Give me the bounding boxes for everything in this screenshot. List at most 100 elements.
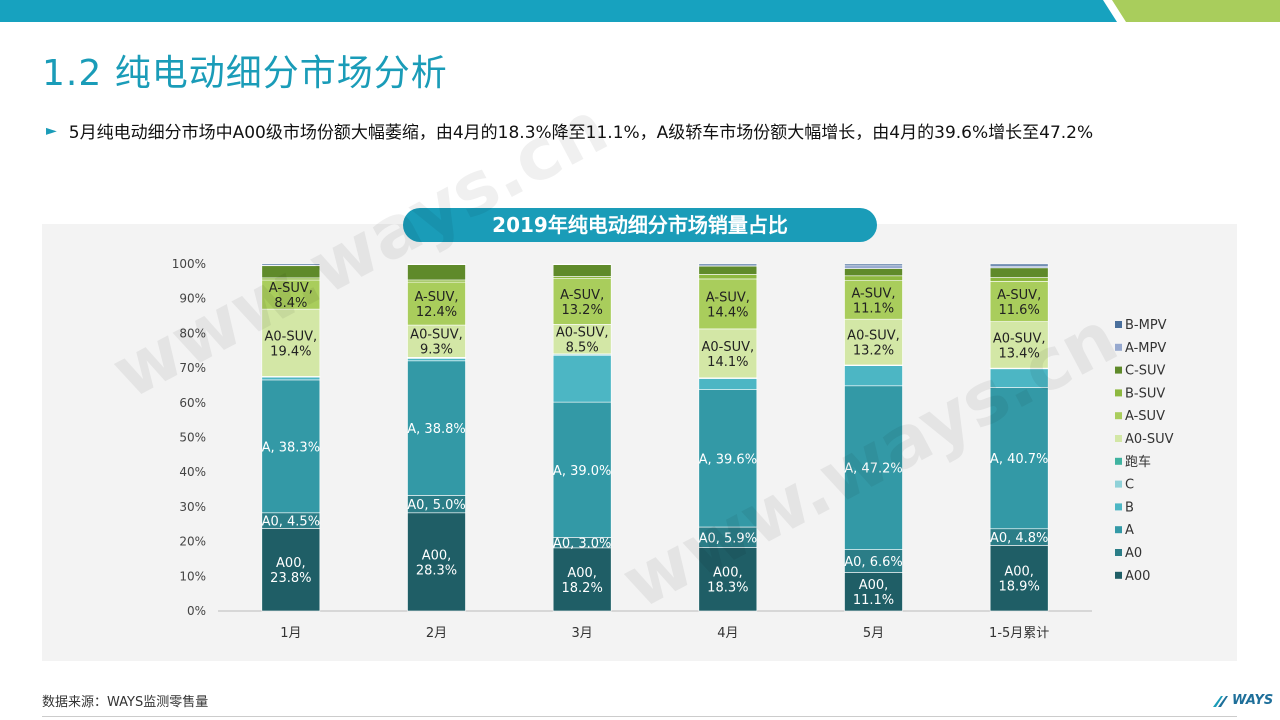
data-label: A-SUV, 12.4%: [414, 290, 458, 320]
bar-segment: [261, 376, 321, 381]
legend-swatch: [1115, 571, 1122, 579]
legend-label: A-SUV: [1125, 409, 1165, 424]
y-tick-label: 50%: [179, 431, 206, 445]
data-label: A00, 18.3%: [707, 566, 748, 596]
bar-segment: [989, 281, 1049, 322]
bar-segment: [261, 528, 321, 612]
page-title: 1.2 纯电动细分市场分析: [42, 53, 448, 94]
data-label: A-SUV, 11.6%: [997, 288, 1041, 318]
data-label: A, 39.0%: [553, 464, 611, 479]
bar-segment: [407, 360, 466, 496]
y-tick-label: 60%: [179, 396, 206, 410]
bar-segment: [844, 280, 903, 320]
data-label: A, 38.8%: [407, 422, 465, 437]
data-label: A-SUV, 8.4%: [269, 281, 313, 311]
bar-segment: [844, 265, 903, 269]
bar-segment: [844, 268, 903, 277]
data-label: A, 39.6%: [699, 452, 757, 467]
legend-label: 跑车: [1125, 454, 1151, 470]
y-tick-label: 40%: [179, 465, 206, 479]
x-tick-label: 3月: [572, 626, 593, 641]
bar-segment: [698, 274, 758, 280]
bar-segment: [261, 263, 321, 266]
legend-label: A: [1125, 523, 1134, 538]
brand-name: WAYS: [1232, 693, 1274, 708]
data-label: A00, 18.9%: [999, 565, 1040, 595]
bar-segment: [261, 265, 321, 279]
legend-swatch: [1115, 412, 1122, 420]
bar-segment: [407, 358, 466, 362]
bar-segment: [698, 278, 758, 330]
legend-swatch: [1115, 435, 1122, 442]
bar-segment: [552, 324, 612, 355]
legend-label: B: [1125, 500, 1134, 515]
bar-segment: [261, 279, 321, 310]
bar-segment: [989, 277, 1049, 282]
data-label: A0-SUV, 8.5%: [556, 326, 609, 356]
data-label: A, 40.7%: [990, 452, 1048, 467]
bar-segment: [407, 264, 466, 281]
bar-segment: [261, 379, 321, 514]
legend-swatch: [1115, 549, 1122, 556]
x-tick-label: 1-5月累计: [989, 626, 1049, 641]
legend-label: C: [1125, 478, 1134, 493]
bar-segment: [989, 368, 1049, 388]
bullet-arrow-icon: ►: [46, 122, 57, 139]
y-tick-label: 30%: [179, 500, 206, 514]
chart-title: 2019年纯电动细分市场销量占比: [403, 208, 877, 242]
legend-swatch: [1115, 321, 1122, 328]
top-header-bar: [0, 0, 1280, 22]
legend-label: A0: [1125, 546, 1142, 561]
bar-segment: [989, 267, 1049, 278]
ways-logo: WAYS: [1212, 693, 1273, 708]
source-note: 数据来源：WAYS监测零售量: [42, 695, 209, 710]
bar-segment: [698, 263, 758, 267]
legend-swatch: [1115, 366, 1122, 374]
data-label: A0, 5.9%: [699, 531, 757, 546]
y-tick-label: 80%: [179, 326, 206, 340]
data-label: A00, 18.2%: [562, 566, 603, 596]
legend-swatch: [1115, 526, 1122, 534]
data-label: A0, 4.8%: [990, 531, 1048, 546]
y-tick-label: 0%: [187, 604, 206, 618]
data-label: A0-SUV, 14.1%: [702, 340, 755, 370]
data-label: A0-SUV, 13.2%: [847, 329, 900, 359]
summary-text: 5月纯电动细分市场中A00级市场份额大幅萎缩，由4月的18.3%降至11.1%，…: [68, 123, 1094, 143]
data-label: A00, 23.8%: [270, 556, 311, 586]
bar-segment: [407, 279, 466, 283]
legend-label: B-SUV: [1125, 386, 1165, 401]
bar-segment: [698, 547, 758, 612]
bar-segment: [407, 281, 466, 326]
y-tick-label: 20%: [179, 535, 206, 549]
bar-segment: [989, 545, 1049, 612]
y-tick-label: 70%: [179, 361, 206, 375]
bar-segment: [989, 263, 1049, 267]
data-label: A, 38.3%: [262, 440, 320, 455]
x-tick-label: 1月: [280, 626, 301, 641]
y-tick-label: 90%: [179, 292, 206, 306]
data-label: A00, 11.1%: [853, 578, 894, 608]
legend-swatch: [1115, 480, 1122, 488]
legend-label: A00: [1125, 569, 1150, 584]
legend-label: A-MPV: [1125, 341, 1166, 356]
legend-swatch: [1115, 503, 1122, 511]
bar-segment: [698, 265, 758, 275]
bar-segment: [844, 572, 903, 612]
bar-segment: [407, 512, 466, 612]
footer-divider: [42, 716, 1237, 717]
x-tick-label: 2月: [426, 626, 447, 641]
data-label: A0, 4.5%: [262, 515, 320, 530]
bar-segment: [552, 264, 612, 277]
legend-swatch: [1115, 343, 1122, 351]
data-label: A-SUV, 14.4%: [706, 290, 750, 320]
legend-swatch: [1115, 389, 1122, 397]
y-tick-label: 10%: [179, 569, 206, 583]
bar-segment: [844, 318, 903, 366]
y-tick-label: 100%: [172, 257, 206, 271]
data-label: A0-SUV, 9.3%: [410, 328, 463, 358]
data-label: A0-SUV, 19.4%: [265, 329, 318, 359]
bar-segment: [844, 275, 903, 281]
data-label: A0, 6.6%: [844, 555, 902, 570]
data-label: A-SUV, 13.2%: [560, 288, 604, 318]
